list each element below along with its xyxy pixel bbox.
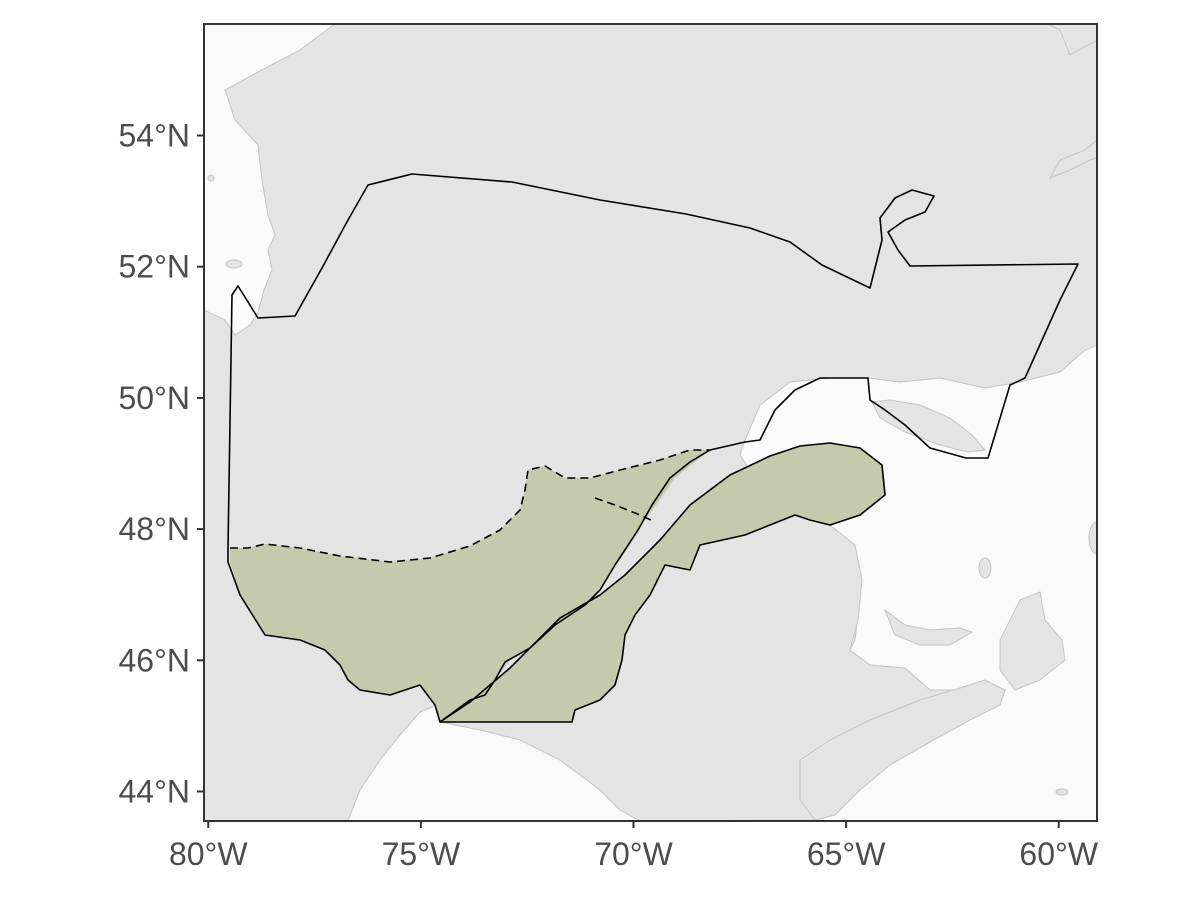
region-dashed-inner	[594, 497, 656, 523]
y-tick-label: 52°N	[119, 249, 191, 285]
x-axis: 80°W 75°W 70°W 65°W 60°W	[169, 821, 1099, 872]
land-anticosti	[871, 399, 986, 453]
map-panel-border	[203, 23, 1098, 822]
x-tick-label: 80°W	[169, 836, 248, 872]
land-island-small-5	[978, 557, 992, 579]
y-tick-label: 44°N	[119, 773, 191, 809]
land-east-coast	[1047, 24, 1097, 56]
y-tick-label: 50°N	[119, 380, 191, 416]
x-tick-label: 75°W	[382, 836, 461, 872]
land-cape-breton	[999, 591, 1066, 691]
land-island-small-4	[1055, 788, 1069, 796]
y-axis: 54°N 52°N 50°N 48°N 46°N 44°N	[119, 118, 204, 809]
land-island-ne	[1048, 139, 1097, 179]
x-tick-label: 60°W	[1019, 836, 1098, 872]
highlighted-region-east	[440, 443, 885, 722]
x-tick-label: 65°W	[807, 836, 886, 872]
land-island-small-2	[207, 174, 215, 182]
highlighted-region-west	[230, 450, 710, 722]
region-dashed-boundary	[230, 449, 710, 563]
map-layers	[204, 24, 1097, 821]
province-boundary	[227, 173, 1079, 723]
y-tick-label: 48°N	[119, 511, 191, 547]
y-tick-label: 54°N	[119, 118, 191, 154]
land-island-small-1	[225, 259, 243, 269]
x-tick-label: 70°W	[594, 836, 673, 872]
y-tick-label: 46°N	[119, 642, 191, 678]
land-island-small-3	[1088, 521, 1097, 555]
land-nova-scotia	[799, 679, 1006, 821]
land-pei	[883, 608, 974, 646]
